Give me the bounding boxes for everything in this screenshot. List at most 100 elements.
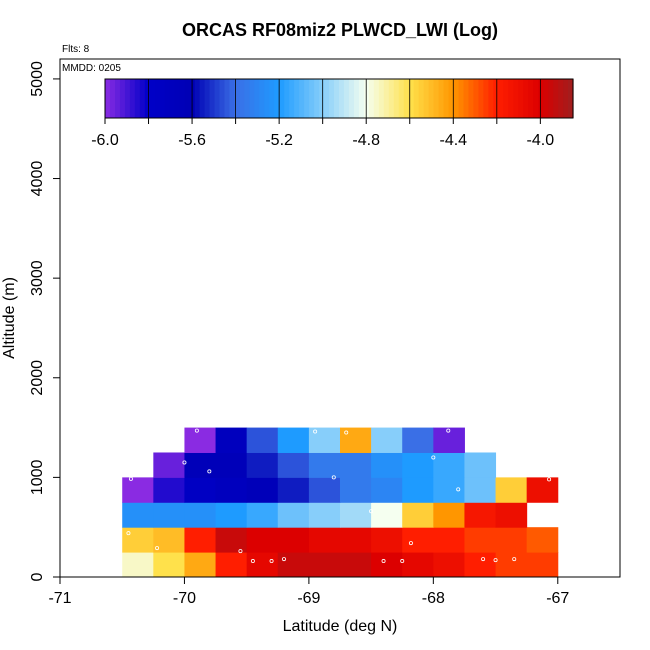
heatmap-cell <box>308 452 341 478</box>
heatmap-cells <box>122 427 559 578</box>
sample-point <box>408 541 413 546</box>
colorbar-tick-label: -4.8 <box>352 132 380 149</box>
heatmap-cell <box>308 552 341 578</box>
heatmap-cell <box>464 452 497 478</box>
sample-point <box>182 460 187 465</box>
colorbar-segment <box>373 79 380 118</box>
sample-point <box>547 477 552 482</box>
heatmap-cell <box>402 452 434 478</box>
colorbar-tick-label: -5.6 <box>178 132 206 149</box>
colorbar-segment <box>523 79 529 118</box>
heatmap-cell <box>464 552 497 578</box>
colorbar-segment <box>453 79 460 118</box>
sample-point <box>493 558 498 563</box>
heatmap-cell <box>122 552 154 578</box>
colorbar-segment <box>219 79 226 118</box>
heatmap-cell <box>308 527 341 553</box>
heatmap-cell <box>246 502 279 528</box>
heatmap-cell <box>340 552 372 578</box>
heatmap-cell <box>433 477 465 503</box>
colorbar-segment <box>463 79 470 118</box>
y-axis-tick-label: 2000 <box>29 360 46 396</box>
colorbar-segment <box>428 79 435 118</box>
colorbar-segment <box>164 79 171 118</box>
sample-point <box>313 429 318 434</box>
colorbar-segment <box>343 79 350 118</box>
colorbar-segment <box>513 79 519 118</box>
heatmap-cell <box>184 427 217 453</box>
colorbar-segment <box>363 79 370 118</box>
colorbar-segment <box>503 79 509 118</box>
sample-point <box>194 428 199 433</box>
heatmap-cell <box>277 452 310 478</box>
colorbar-segment <box>224 79 231 118</box>
date-note: MMDD: 0205 <box>62 63 121 74</box>
heatmap-cell <box>246 477 279 503</box>
x-axis-title: Latitude (deg N) <box>283 618 398 635</box>
heatmap-cell <box>371 452 403 478</box>
heatmap-cell <box>277 427 310 453</box>
x-axis-tick-label: -71 <box>48 590 71 607</box>
sample-point <box>400 559 405 564</box>
heatmap-cell <box>433 552 465 578</box>
y-axis-tick-label: 0 <box>29 572 46 581</box>
colorbar-segment <box>568 79 574 118</box>
colorbar-segment <box>468 79 475 118</box>
colorbar-segment <box>353 79 360 118</box>
heatmap-cell <box>277 552 310 578</box>
x-axis: -71 -70 -69 -68 -67 <box>48 577 569 607</box>
sample-point <box>431 455 436 460</box>
x-axis-tick-label: -69 <box>297 590 320 607</box>
colorbar-tick-label: -4.0 <box>527 132 555 149</box>
y-axis-title: Altitude (m) <box>1 277 18 359</box>
heatmap-cell <box>433 527 465 553</box>
heatmap-cell <box>246 552 279 578</box>
colorbar-segment <box>134 79 141 118</box>
colorbar-segment <box>378 79 385 118</box>
colorbar-segment <box>558 79 564 118</box>
chart-title: ORCAS RF08miz2 PLWCD_LWI (Log) <box>182 20 498 40</box>
colorbar-segment <box>443 79 450 118</box>
colorbar-segment <box>398 79 405 118</box>
heatmap-cell <box>526 552 559 578</box>
colorbar-segment <box>259 79 265 118</box>
heatmap-cell <box>371 427 403 453</box>
heatmap-cell <box>246 427 279 453</box>
colorbar-segment <box>299 79 305 118</box>
sample-point <box>126 531 131 536</box>
colorbar-segment <box>339 79 345 118</box>
heatmap-cell <box>277 502 310 528</box>
colorbar-segment <box>548 79 554 118</box>
colorbar-segment <box>383 79 390 118</box>
heatmap-cell <box>402 527 434 553</box>
colorbar-segment <box>433 79 440 118</box>
heatmap-cell <box>215 527 248 553</box>
colorbar-segment <box>473 79 480 118</box>
colorbar: -6.0 -5.6 -5.2 -4.8 -4.4 -4.0 <box>91 78 574 149</box>
heatmap-cell <box>215 502 248 528</box>
x-axis-tick-label: -68 <box>422 590 445 607</box>
flights-note: Flts: 8 <box>62 44 90 55</box>
heatmap-cell <box>184 452 217 478</box>
heatmap-cell <box>464 477 497 503</box>
sample-point <box>456 487 461 492</box>
y-axis: 0 1000 2000 3000 4000 5000 <box>29 61 60 581</box>
heatmap-cell <box>153 452 185 478</box>
heatmap-cell <box>308 502 341 528</box>
sample-point <box>369 509 374 514</box>
colorbar-segment <box>209 79 216 118</box>
colorbar-segment <box>438 79 445 118</box>
heatmap-cell <box>495 527 528 553</box>
heatmap-cell <box>340 502 372 528</box>
colorbar-segment <box>204 79 211 118</box>
colorbar-segment <box>533 79 539 118</box>
colorbar-segment <box>423 79 430 118</box>
heatmap-cell <box>340 452 372 478</box>
sample-point <box>481 557 486 562</box>
colorbar-segment <box>199 79 206 118</box>
colorbar-segment <box>279 79 285 118</box>
heatmap-cell <box>246 527 279 553</box>
plot-frame <box>59 58 621 578</box>
colorbar-segment <box>124 79 131 118</box>
colorbar-segment <box>493 79 499 118</box>
